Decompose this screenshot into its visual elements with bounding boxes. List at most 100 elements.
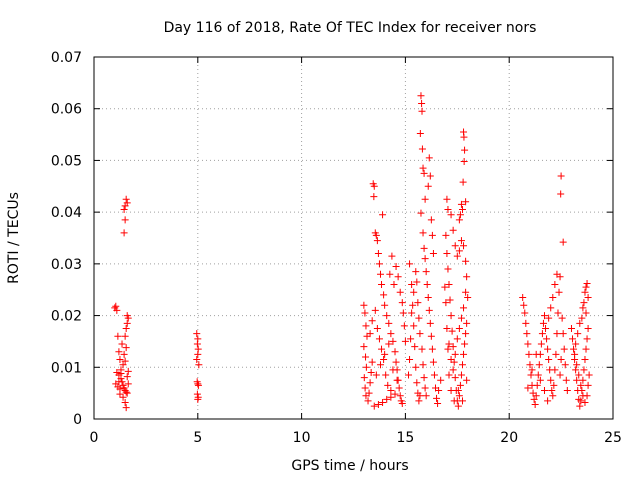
data-point <box>374 250 382 258</box>
data-point <box>567 325 575 332</box>
data-point <box>448 327 456 335</box>
data-point <box>194 395 202 403</box>
data-point <box>443 195 451 203</box>
data-point <box>462 198 470 206</box>
data-point <box>415 314 423 322</box>
data-point <box>387 330 395 338</box>
data-point <box>124 380 132 388</box>
data-point <box>545 356 553 364</box>
data-point <box>391 348 399 356</box>
data-point <box>585 371 593 379</box>
data-point <box>578 314 586 322</box>
data-point <box>123 199 131 207</box>
data-point <box>399 309 407 317</box>
data-point <box>409 301 417 309</box>
data-point <box>445 281 453 289</box>
data-point <box>427 332 435 340</box>
data-point <box>447 312 455 320</box>
data-point <box>373 325 381 332</box>
data-point <box>458 206 466 214</box>
data-point <box>539 319 547 327</box>
data-point <box>553 270 561 278</box>
data-point <box>368 358 376 366</box>
data-point <box>451 374 459 382</box>
data-point <box>582 309 590 317</box>
data-point <box>571 350 579 358</box>
data-point <box>458 397 466 405</box>
data-point <box>555 288 563 296</box>
data-points <box>111 92 593 412</box>
data-point <box>577 397 585 405</box>
data-point <box>524 340 532 348</box>
data-point <box>389 366 397 374</box>
data-point <box>381 301 389 309</box>
data-point <box>376 270 384 278</box>
data-point <box>406 356 414 364</box>
data-point <box>450 397 458 405</box>
data-point <box>362 322 370 330</box>
data-point <box>120 206 128 214</box>
data-point <box>370 182 378 190</box>
data-point <box>559 330 567 338</box>
data-point <box>386 270 394 278</box>
data-point <box>457 200 465 208</box>
x-tick-label: 0 <box>90 430 99 446</box>
data-point <box>374 401 382 409</box>
data-point <box>421 255 429 263</box>
y-tick-label: 0.01 <box>51 360 82 376</box>
data-point <box>553 330 561 338</box>
data-point <box>536 376 544 384</box>
data-point <box>540 312 548 320</box>
y-tick-label: 0.02 <box>51 309 82 325</box>
data-point <box>542 325 550 332</box>
data-point <box>582 283 590 291</box>
data-point <box>396 288 404 296</box>
data-point <box>425 154 433 162</box>
data-point <box>579 304 587 312</box>
data-point <box>408 309 416 317</box>
data-point <box>370 402 378 410</box>
data-point <box>540 387 548 395</box>
data-point <box>455 216 463 224</box>
data-point <box>419 164 427 172</box>
data-point <box>416 392 424 400</box>
data-point <box>365 389 373 397</box>
data-point <box>423 281 431 289</box>
data-point <box>119 361 127 369</box>
data-point <box>422 392 430 400</box>
data-point <box>443 250 451 258</box>
data-point <box>390 281 398 289</box>
data-point <box>549 293 557 301</box>
data-point <box>557 356 565 364</box>
data-point <box>543 335 551 343</box>
data-point <box>521 309 529 317</box>
data-point <box>463 319 471 327</box>
data-point <box>379 211 387 219</box>
data-point <box>421 384 429 392</box>
data-point <box>194 380 202 388</box>
data-point <box>372 231 380 239</box>
data-point <box>117 369 125 377</box>
data-point <box>544 345 552 353</box>
data-point <box>378 345 386 353</box>
data-point <box>557 172 565 180</box>
data-point <box>398 399 406 407</box>
data-point <box>122 325 130 332</box>
y-tick-label: 0.04 <box>51 205 82 221</box>
data-point <box>194 381 202 389</box>
data-point <box>419 361 427 369</box>
data-point <box>123 319 131 327</box>
axis-ticks: 0 5 10 15 20 25 0 0.01 0.02 0.03 0.04 0.05 0.06 0.07 <box>51 50 622 446</box>
data-point <box>120 229 128 237</box>
data-point <box>366 379 374 387</box>
data-point <box>557 190 565 198</box>
y-axis-label: ROTI / TECUs <box>6 192 22 284</box>
data-point <box>194 350 202 358</box>
data-point <box>570 345 578 353</box>
data-point <box>559 238 567 246</box>
data-point <box>382 371 390 379</box>
data-point <box>122 404 130 412</box>
data-point <box>193 330 201 338</box>
data-point <box>372 371 380 379</box>
data-point <box>121 216 129 224</box>
